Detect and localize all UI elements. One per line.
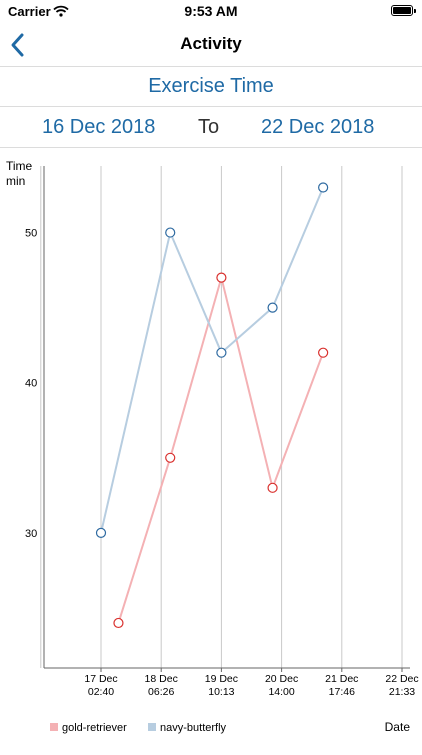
data-point xyxy=(216,347,227,358)
clock: 9:53 AM xyxy=(184,3,238,19)
navigation-bar: Activity xyxy=(0,24,422,67)
legend-label: navy-butterfly xyxy=(160,722,227,734)
x-tick-label: 19 Dec xyxy=(205,673,238,685)
status-bar: Carrier 9:53 AM xyxy=(0,0,422,24)
legend-label: gold-retriever xyxy=(62,722,127,734)
x-tick-label: 14:00 xyxy=(268,686,294,698)
wifi-icon xyxy=(53,4,69,22)
data-point xyxy=(318,347,329,358)
y-tick-label: 40 xyxy=(25,378,37,390)
data-point xyxy=(216,272,227,283)
y-tick-label: 50 xyxy=(25,228,37,240)
series-line xyxy=(117,273,325,624)
data-point xyxy=(267,302,278,313)
data-point xyxy=(267,482,278,493)
page-title: Activity xyxy=(180,34,242,53)
to-label: To xyxy=(198,116,220,138)
series-line xyxy=(100,187,325,534)
back-button[interactable] xyxy=(8,30,34,60)
x-tick-label: 06:26 xyxy=(148,686,174,698)
start-date-button[interactable]: 16 Dec 2018 xyxy=(42,116,156,138)
date-range: 16 Dec 2018 To 22 Dec 2018 xyxy=(0,107,422,148)
x-tick-label: 17:46 xyxy=(329,686,355,698)
end-date-button[interactable]: 22 Dec 2018 xyxy=(261,116,375,138)
x-tick-label: 17 Dec xyxy=(84,673,117,685)
carrier-label: Carrier xyxy=(8,4,51,19)
exercise-time-chart: Time min 30 40 50 17 Dec 02:40 18 Dec 06:26 19 De… xyxy=(0,148,422,750)
x-axis-label: Date xyxy=(385,720,411,734)
x-tick-label: 21:33 xyxy=(389,686,415,698)
y-axis-label: min xyxy=(6,174,25,188)
chevron-left-icon xyxy=(11,33,24,57)
y-tick-label: 30 xyxy=(25,528,37,540)
data-point xyxy=(113,617,124,629)
y-axis-label: Time xyxy=(6,159,33,173)
data-point xyxy=(318,182,329,193)
x-tick-label: 18 Dec xyxy=(145,673,178,685)
x-tick-label: 10:13 xyxy=(208,686,234,698)
x-tick-label: 22 Dec xyxy=(385,673,418,685)
legend-swatch xyxy=(50,723,58,731)
data-point xyxy=(165,452,176,463)
x-tick-label: 20 Dec xyxy=(265,673,298,685)
x-tick-label: 02:40 xyxy=(88,686,114,698)
x-tick-label: 21 Dec xyxy=(325,673,358,685)
data-point xyxy=(95,527,107,538)
legend-swatch xyxy=(148,723,156,731)
data-point xyxy=(165,227,176,238)
metric-selector[interactable]: Exercise Time xyxy=(0,66,422,107)
battery-icon xyxy=(391,5,416,16)
